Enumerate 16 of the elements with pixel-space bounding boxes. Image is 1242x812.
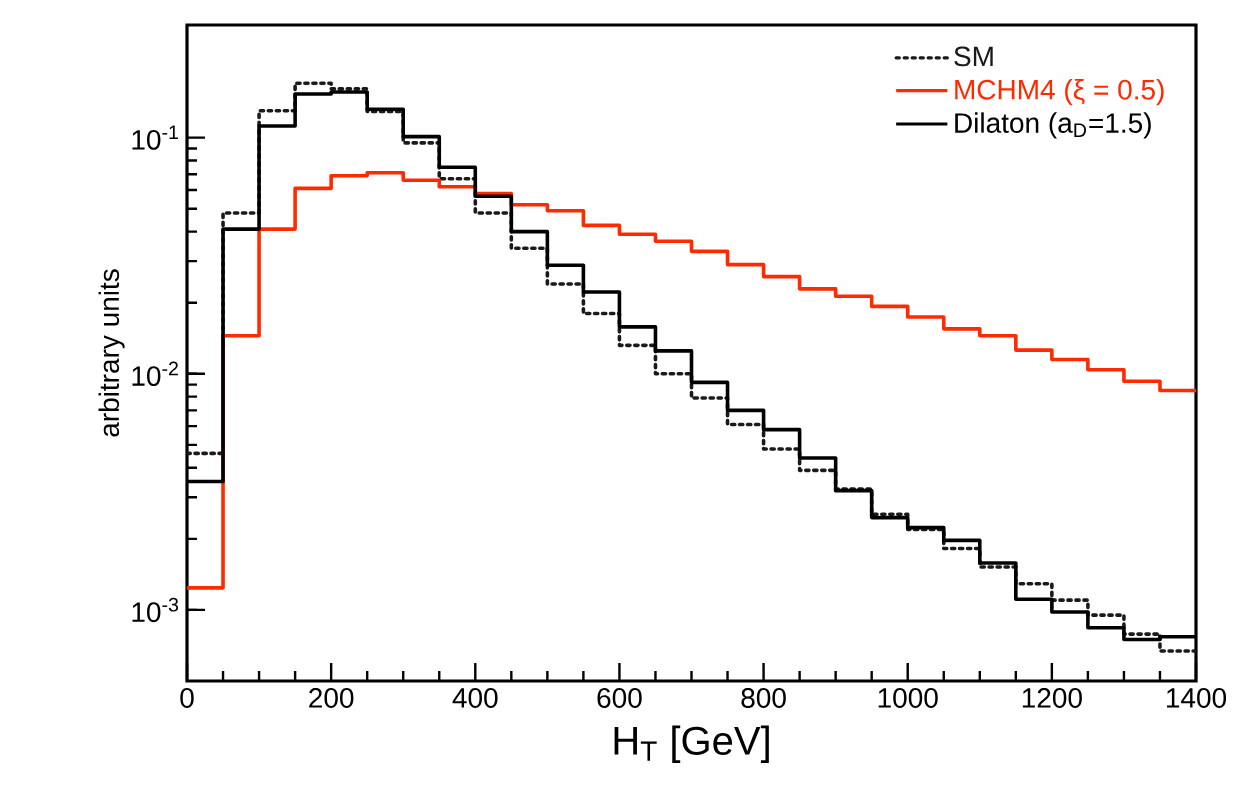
y-axis-title: arbitrary units xyxy=(98,269,125,437)
x-tick-label: 1200 xyxy=(1022,688,1082,708)
x-tick-label: 0 xyxy=(180,688,194,708)
x-tick-label: 1400 xyxy=(1166,688,1227,708)
y-tick-label: 10$^{-1}$ xyxy=(132,125,178,150)
legend-label: SM xyxy=(954,46,993,67)
x-tick-label: 1000 xyxy=(878,688,938,708)
x-tick-label: 400 xyxy=(452,688,498,708)
x-tick-label: 600 xyxy=(597,688,642,708)
x-tick-label: 800 xyxy=(741,688,786,708)
legend-label: Dilaton (a$_{D}$=1.5) xyxy=(955,112,1151,139)
x-axis-title: H$_{T}$ [GeV] xyxy=(614,725,769,763)
y-tick-label: 10$^{-3}$ xyxy=(132,597,179,623)
x-tick-label: 200 xyxy=(309,688,354,708)
y-tick-label: 10$^{-2}$ xyxy=(132,361,178,386)
legend-label: MCHM4 (ξ = 0.5) xyxy=(955,79,1164,106)
